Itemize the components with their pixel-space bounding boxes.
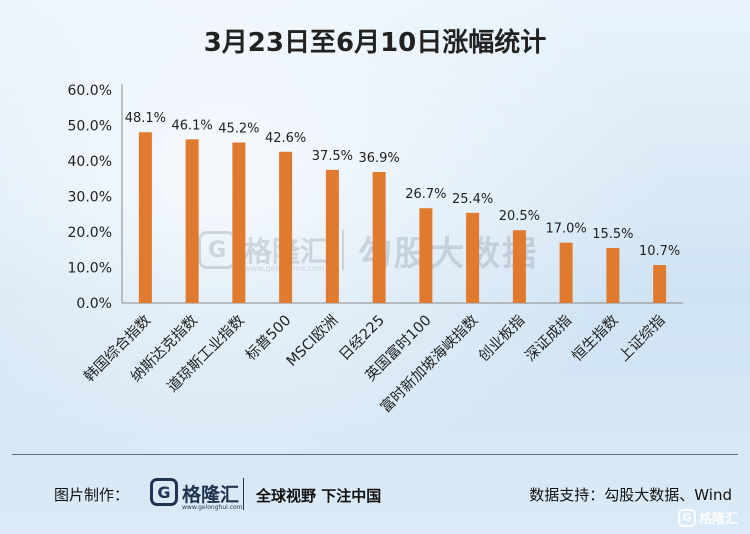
brand-url: www.gelonghui.com [182, 504, 243, 511]
watermark-divider [342, 230, 345, 270]
bar [138, 132, 152, 303]
bar [185, 139, 199, 303]
data-label: 20.5% [499, 209, 540, 224]
data-label: 36.9% [358, 151, 399, 166]
x-tick-label: 上证综指 [615, 312, 668, 365]
bar [512, 230, 526, 303]
brand-logo-icon: G [150, 478, 178, 506]
y-tick-label: 10.0% [68, 261, 112, 277]
data-label: 42.6% [265, 131, 306, 146]
brand-slogan: 全球视野 下注中国 [256, 487, 382, 505]
bar [559, 242, 573, 303]
bar [606, 247, 620, 303]
made-by-label: 图片制作： [54, 486, 130, 504]
y-tick-label: 60.0% [68, 83, 112, 99]
data-label: 25.4% [452, 192, 493, 207]
corner-brand: 格隆汇 [699, 512, 739, 527]
bar [372, 172, 386, 303]
x-tick-label: MSCI欧洲 [283, 312, 341, 370]
y-tick-label: 40.0% [68, 154, 112, 170]
bar [466, 212, 480, 303]
y-tick-label: 20.0% [68, 225, 112, 241]
data-label: 46.1% [171, 118, 212, 133]
data-source: 数据支持：勾股大数据、Wind [529, 486, 732, 504]
footer-divider [12, 454, 738, 455]
x-tick-label: 道琼斯工业指数 [164, 311, 248, 395]
data-label: 17.0% [545, 222, 586, 237]
y-tick-label: 0.0% [76, 296, 112, 312]
x-tick-label: 创业板指 [474, 311, 528, 365]
data-label: 26.7% [405, 187, 446, 202]
bar [325, 169, 339, 303]
data-label: 15.5% [592, 227, 633, 242]
data-label: 37.5% [312, 149, 353, 164]
corner-watermark: G 格隆汇 [678, 508, 738, 527]
x-tick-label: 深证成指 [522, 312, 575, 365]
bar [653, 265, 667, 303]
bar [232, 142, 246, 303]
chart-bars [138, 132, 667, 303]
x-tick-label: 恒生指数 [569, 311, 622, 364]
y-tick-label: 50.0% [68, 119, 112, 135]
logo-divider [243, 478, 244, 510]
bar [279, 151, 293, 303]
watermark-partner: 勾股大数据 [358, 233, 539, 274]
chart-title: 3月23日至6月10日涨幅统计 [203, 28, 547, 58]
bar [419, 208, 433, 303]
data-label: 45.2% [218, 122, 259, 137]
data-label: 10.7% [639, 244, 680, 259]
data-label: 48.1% [125, 111, 166, 126]
bar-chart: 0.0% 10.0% 20.0% 30.0% 40.0% 50.0% 60.0% 48.1%… [68, 83, 683, 416]
y-tick-label: 30.0% [68, 190, 112, 206]
chart-axes: 0.0% 10.0% 20.0% 30.0% 40.0% 50.0% 60.0% [68, 83, 683, 312]
brand-name: 格隆汇 [182, 484, 240, 506]
corner-logo-icon: G [678, 508, 696, 527]
